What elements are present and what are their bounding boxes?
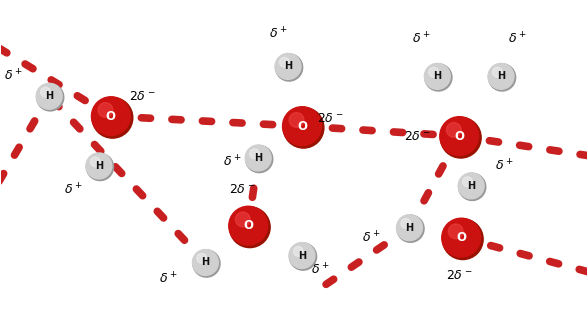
Text: $\delta^+$: $\delta^+$	[269, 26, 288, 41]
Circle shape	[442, 219, 483, 259]
Text: $2\delta^-$: $2\delta^-$	[129, 90, 156, 103]
Circle shape	[289, 243, 315, 269]
Text: H: H	[254, 153, 262, 163]
Circle shape	[229, 207, 270, 248]
Circle shape	[458, 173, 484, 199]
Circle shape	[250, 149, 259, 159]
Text: H: H	[298, 250, 306, 260]
Text: H: H	[284, 61, 292, 71]
Text: H: H	[45, 91, 54, 101]
Text: H: H	[95, 161, 103, 171]
Circle shape	[283, 107, 322, 146]
Circle shape	[283, 107, 324, 148]
Circle shape	[397, 215, 424, 242]
Text: $\delta^+$: $\delta^+$	[310, 262, 329, 277]
Circle shape	[229, 206, 268, 245]
Text: $\delta^+$: $\delta^+$	[64, 182, 82, 198]
Text: H: H	[405, 223, 413, 233]
Text: H: H	[467, 181, 475, 191]
Text: $\delta^+$: $\delta^+$	[159, 272, 178, 287]
Circle shape	[197, 254, 207, 263]
Circle shape	[401, 218, 411, 228]
Text: O: O	[456, 231, 466, 244]
Text: H: H	[201, 258, 209, 268]
Circle shape	[92, 97, 131, 136]
Text: O: O	[106, 110, 116, 123]
Circle shape	[246, 146, 273, 172]
Circle shape	[293, 246, 303, 256]
Circle shape	[459, 173, 486, 201]
Circle shape	[449, 224, 463, 239]
Circle shape	[429, 67, 439, 77]
Circle shape	[275, 54, 303, 81]
Circle shape	[440, 117, 479, 156]
Text: $2\delta^-$: $2\delta^-$	[229, 183, 256, 196]
Circle shape	[41, 87, 51, 97]
Circle shape	[275, 54, 301, 80]
Text: O: O	[454, 130, 464, 143]
Circle shape	[289, 243, 316, 270]
Circle shape	[425, 64, 452, 91]
Text: $2\delta^-$: $2\delta^-$	[316, 112, 343, 125]
Circle shape	[425, 64, 450, 89]
Circle shape	[91, 157, 100, 167]
Text: O: O	[297, 120, 307, 133]
Circle shape	[396, 215, 422, 241]
Circle shape	[92, 97, 133, 138]
Text: $\delta^+$: $\delta^+$	[495, 158, 513, 174]
Circle shape	[489, 64, 516, 91]
Text: H: H	[433, 71, 442, 81]
Text: $2\delta^-$: $2\delta^-$	[404, 130, 430, 143]
Circle shape	[442, 218, 480, 257]
Circle shape	[440, 117, 481, 158]
Circle shape	[98, 103, 113, 117]
Circle shape	[463, 177, 472, 187]
Text: $\delta^+$: $\delta^+$	[4, 69, 22, 84]
Circle shape	[235, 212, 250, 227]
Circle shape	[493, 67, 502, 77]
Circle shape	[86, 153, 113, 181]
Text: $2\delta^-$: $2\delta^-$	[446, 269, 473, 282]
Text: H: H	[497, 71, 505, 81]
Circle shape	[36, 84, 64, 111]
Circle shape	[446, 122, 461, 137]
Text: $\delta^+$: $\delta^+$	[507, 31, 526, 46]
Text: O: O	[243, 219, 253, 232]
Text: $\delta^+$: $\delta^+$	[223, 154, 242, 170]
Circle shape	[245, 145, 271, 171]
Text: $\delta^+$: $\delta^+$	[412, 31, 430, 46]
Circle shape	[192, 249, 218, 275]
Text: $\delta^+$: $\delta^+$	[362, 230, 381, 245]
Circle shape	[193, 250, 220, 277]
Circle shape	[279, 57, 289, 67]
Circle shape	[36, 83, 62, 109]
Circle shape	[289, 113, 304, 127]
Circle shape	[488, 64, 514, 89]
Circle shape	[86, 153, 112, 179]
